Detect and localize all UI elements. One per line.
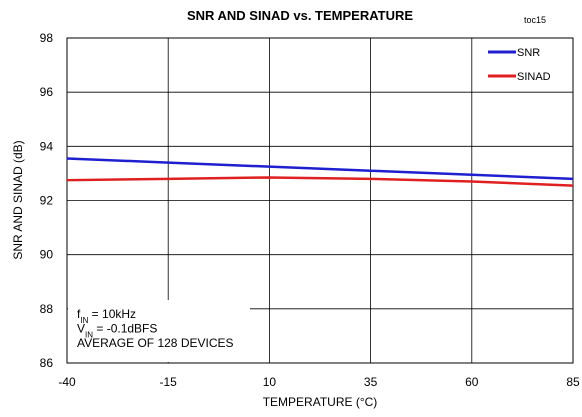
x-tick-label: 10: [263, 375, 277, 389]
x-tick-label: -40: [58, 375, 76, 389]
y-tick-label: 96: [40, 85, 54, 99]
annotation: VIN = -0.1dBFS: [77, 322, 157, 340]
annotation: AVERAGE OF 128 DEVICES: [77, 336, 234, 350]
y-tick-label: 86: [40, 356, 54, 370]
annotation-part: AVERAGE OF 128 DEVICES: [77, 336, 234, 350]
x-tick-label: 35: [364, 375, 378, 389]
plot-frame: [66, 37, 574, 364]
chart-id: toc15: [524, 15, 546, 25]
annotation-part: IN: [80, 316, 88, 325]
x-axis-label: TEMPERATURE (°C): [263, 395, 378, 409]
series-line: [66, 157, 574, 181]
series-line: [66, 176, 574, 187]
x-tick-label: 85: [566, 375, 580, 389]
annotation-part: IN: [85, 330, 93, 339]
y-tick-label: 98: [40, 31, 54, 45]
legend-label: SNR: [517, 47, 540, 59]
y-tick-label: 94: [40, 139, 54, 153]
y-tick-label: 92: [40, 194, 54, 208]
annotation-part: V: [77, 322, 85, 336]
y-tick-label: 88: [40, 302, 54, 316]
chart-title: SNR AND SINAD vs. TEMPERATURE: [187, 8, 413, 23]
annotation: fIN = 10kHz: [77, 307, 136, 325]
y-axis-label: SNR AND SINAD (dB): [11, 140, 25, 259]
y-tick-label: 90: [40, 248, 54, 262]
legend-box: [485, 40, 571, 90]
annotation-box: [68, 300, 250, 362]
x-tick-label: 60: [465, 375, 479, 389]
annotation-part: = -0.1dBFS: [93, 322, 157, 336]
x-tick-label: -15: [160, 375, 178, 389]
annotation-part: = 10kHz: [88, 307, 136, 321]
legend-label: SINAD: [517, 71, 551, 83]
annotation-part: f: [77, 307, 81, 321]
